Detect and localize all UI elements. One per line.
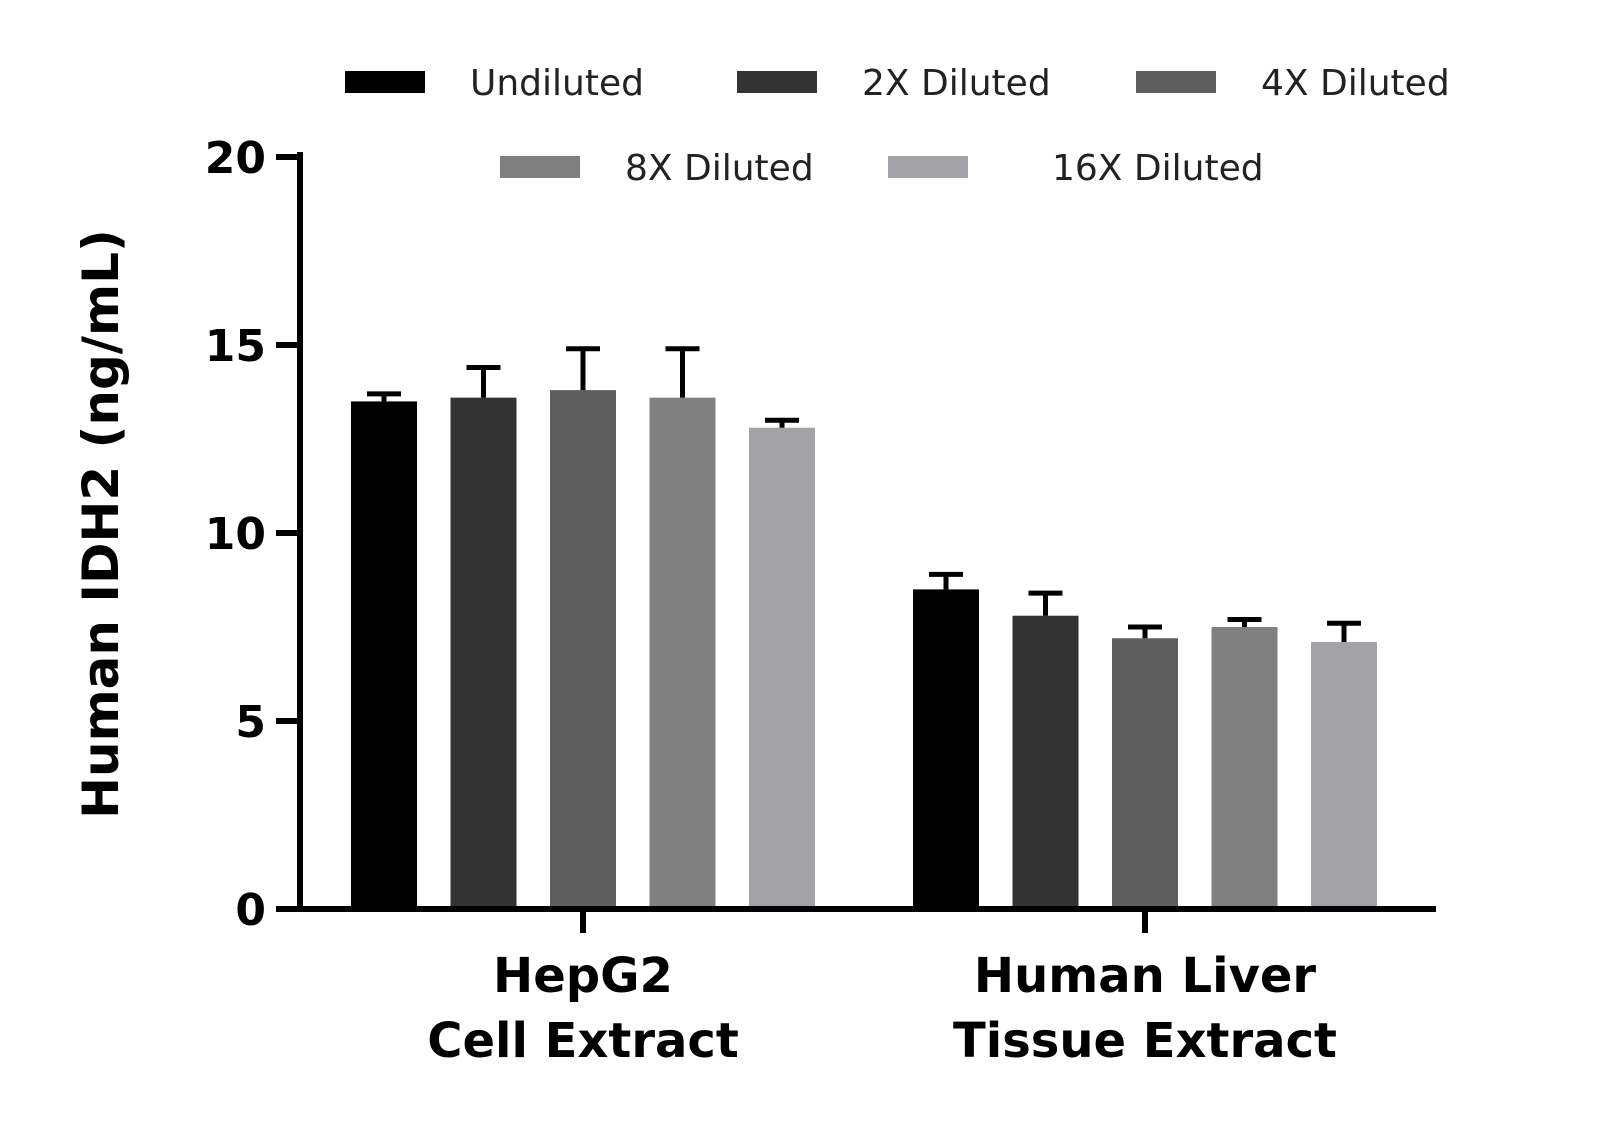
legend-swatch — [345, 71, 425, 93]
bar — [749, 427, 815, 906]
legend: Undiluted 2X Diluted 4X Diluted 8X Diluted 1… — [345, 63, 1450, 189]
bar — [351, 401, 417, 906]
y-tick-label: 5 — [235, 697, 266, 748]
x-category-label: Human Liver — [974, 948, 1317, 1004]
bar — [1012, 615, 1079, 906]
bar — [550, 390, 616, 906]
x-axis-categories: HepG2 Cell Extract Human Liver Tissue Extra… — [427, 909, 1337, 1069]
x-category-label: Tissue Extract — [953, 1013, 1337, 1069]
bar — [913, 589, 979, 906]
y-tick-label: 0 — [235, 885, 266, 936]
legend-label: 2X Diluted — [862, 63, 1051, 104]
y-tick-label: 15 — [205, 321, 266, 372]
y-tick-label: 10 — [205, 509, 266, 560]
legend-label: 16X Diluted — [1052, 148, 1264, 189]
bar — [1112, 638, 1178, 906]
legend-label: 8X Diluted — [625, 148, 814, 189]
legend-swatch — [1136, 71, 1216, 93]
error-bars — [367, 346, 1361, 643]
bar — [450, 397, 517, 906]
y-axis-ticks: 0 5 10 15 20 — [205, 133, 300, 936]
bars — [351, 390, 1377, 906]
legend-label: 4X Diluted — [1261, 63, 1450, 104]
legend-swatch — [737, 71, 817, 93]
legend-swatch — [888, 156, 968, 178]
legend-swatch — [500, 156, 580, 178]
legend-label: Undiluted — [470, 63, 644, 104]
x-category-label: Cell Extract — [427, 1013, 739, 1069]
bar — [1211, 627, 1278, 906]
bar — [1311, 642, 1377, 906]
x-category-label: HepG2 — [493, 948, 673, 1004]
y-axis-title: Human IDH2 (ng/mL) — [72, 229, 130, 819]
bar — [649, 397, 716, 906]
y-tick-label: 20 — [205, 133, 266, 184]
